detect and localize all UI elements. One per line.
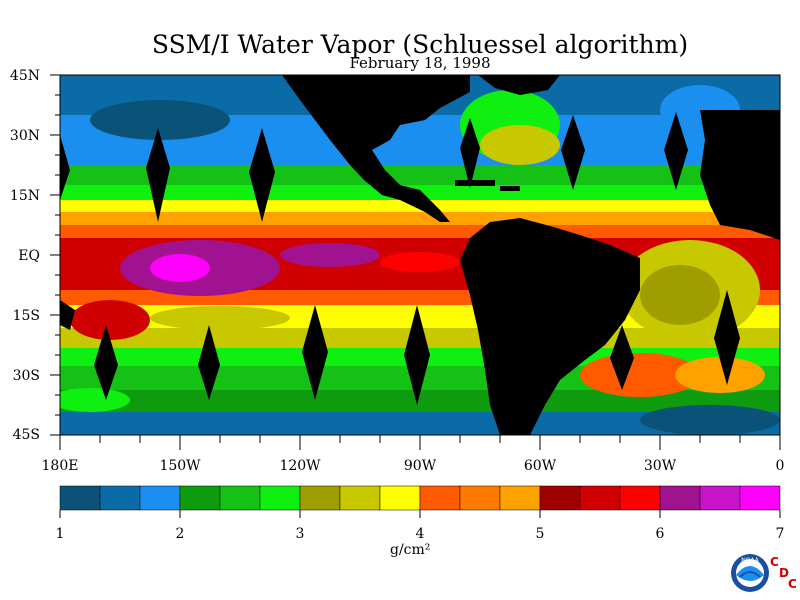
- colorbar-swatch: [219, 485, 261, 511]
- lat-label-15s: 15S: [12, 308, 40, 324]
- colorbar-swatch: [459, 485, 501, 511]
- noaa-logo-text: NOAA: [741, 557, 759, 564]
- cdc-letter-c: C: [770, 555, 779, 569]
- cdc-letter-c2: C: [788, 577, 797, 591]
- map-field: [60, 75, 780, 435]
- noaa-logo: NOAA: [731, 554, 769, 592]
- map-title: SSM/I Water Vapor (Schluessel algorithm): [151, 30, 689, 59]
- colorbar-swatch: [139, 485, 181, 511]
- colorbar-swatch: [499, 485, 541, 511]
- colorbar-swatch: [739, 485, 781, 511]
- lat-label-15n: 15N: [9, 188, 40, 204]
- cdc-letter-d: D: [779, 566, 789, 580]
- lon-label-90w: 90W: [403, 458, 437, 474]
- colorbar-tick-7: 7: [775, 526, 785, 542]
- colorbar-tick-3: 3: [295, 526, 305, 542]
- lon-label-180e: 180E: [41, 458, 79, 474]
- colorbar-swatch: [659, 485, 701, 511]
- colorbar: [59, 485, 781, 518]
- lon-label-60w: 60W: [523, 458, 557, 474]
- colorbar-swatch: [299, 485, 341, 511]
- lon-label-0: 0: [775, 458, 785, 474]
- lat-label-eq: EQ: [18, 248, 40, 264]
- colorbar-tick-5: 5: [535, 526, 545, 542]
- map-date: February 18, 1998: [349, 54, 491, 72]
- colorbar-tick-1: 1: [55, 526, 65, 542]
- lat-label-45n: 45N: [9, 68, 40, 84]
- colorbar-swatch: [539, 485, 581, 511]
- colorbar-swatch: [619, 485, 661, 511]
- colorbar-swatch: [419, 485, 461, 511]
- colorbar-swatch: [59, 485, 101, 511]
- colorbar-unit: g/cm²: [390, 542, 431, 558]
- colorbar-swatch: [99, 485, 141, 511]
- colorbar-swatch: [579, 485, 621, 511]
- lat-label-30s: 30S: [12, 368, 40, 384]
- lat-label-45s: 45S: [12, 427, 40, 443]
- colorbar-tick-4: 4: [415, 526, 425, 542]
- colorbar-swatch: [179, 485, 221, 511]
- colorbar-tick-6: 6: [655, 526, 665, 542]
- lon-label-30w: 30W: [643, 458, 677, 474]
- colorbar-swatch: [339, 485, 381, 511]
- lon-label-150w: 150W: [159, 458, 201, 474]
- lon-label-120w: 120W: [279, 458, 321, 474]
- colorbar-swatch: [259, 485, 301, 511]
- colorbar-tick-2: 2: [175, 526, 185, 542]
- axis-ticks: [50, 74, 781, 450]
- lat-label-30n: 30N: [9, 128, 40, 144]
- colorbar-swatch: [379, 485, 421, 511]
- colorbar-swatch: [699, 485, 741, 511]
